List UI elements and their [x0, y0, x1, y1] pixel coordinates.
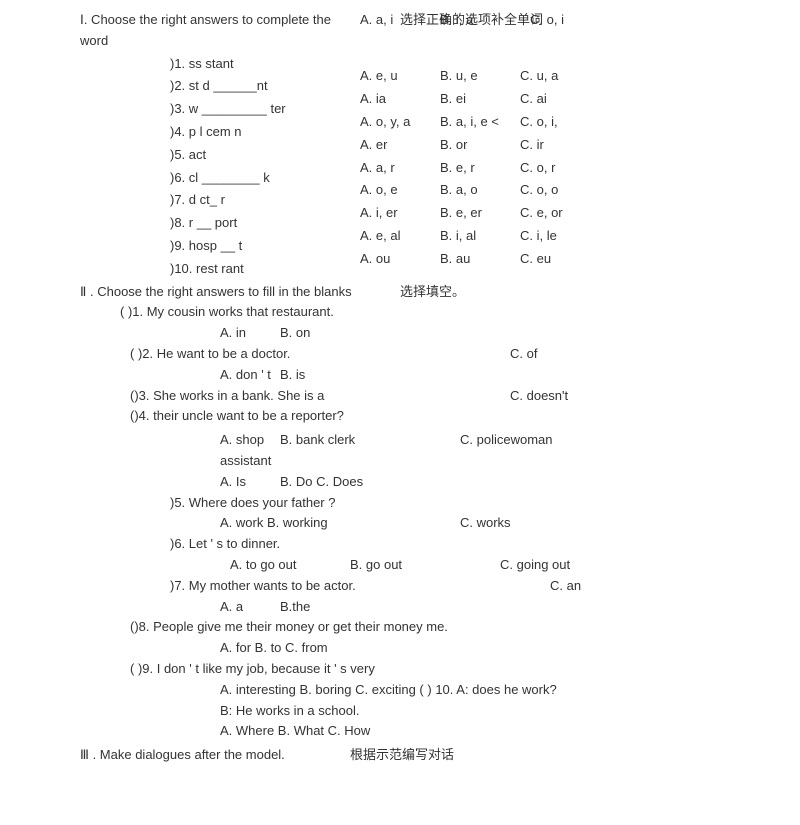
section1-q3-text: )3. w _________ ter [80, 99, 360, 120]
section1-q9-opt-1: B. i, al [440, 226, 520, 247]
section1-q8-opt-0: A. i, er [360, 203, 440, 224]
section1-q3-opts: A. iaB. eiC. ai [360, 89, 600, 110]
q7-b: B.the [280, 597, 460, 618]
q1-c: C. of [510, 344, 537, 365]
section1-q3-opt-2: C. ai [520, 89, 600, 110]
section1-q5-opts: A. erB. orC. ir [360, 135, 600, 156]
section1-q6-text: )6. cl ________ k [80, 168, 360, 189]
section1-q9-opts: A. e, alB. i, alC. i, le [360, 226, 600, 247]
section1-q8-opt-2: C. e, or [520, 203, 600, 224]
section1-q1-text: )1. ss stant [80, 54, 360, 75]
q10-b: B: He works in a school. [80, 701, 720, 722]
q4: ()4. their uncle want to be a reporter? [80, 406, 720, 427]
section1-q4-opts: A. o, y, aB. a, i, e <C. o, i, [360, 112, 600, 133]
section1-q7-opt-2: C. o, o [520, 180, 600, 201]
section1-q2-opts: A. e, uB. u, eC. u, a [360, 66, 600, 87]
q7: )7. My mother wants to be actor. [80, 576, 550, 597]
section1-q9-opt-2: C. i, le [520, 226, 600, 247]
section1-q2-opt-2: C. u, a [520, 66, 600, 87]
q9-a: A. interesting B. boring C. exciting ( )… [80, 680, 720, 701]
section2-subtitle: 选择填空。 [400, 282, 465, 303]
section1-q4-opt-2: C. o, i, [520, 112, 600, 133]
q4-b2: B. Do C. Does [280, 472, 460, 493]
q2-c: C. doesn't [510, 386, 568, 407]
section1-q9-opt-0: A. e, al [360, 226, 440, 247]
section1-q6-opt-2: C. o, r [520, 158, 600, 179]
q8: ()8. People give me their money or get t… [80, 617, 720, 638]
section1-q6-opt-0: A. a, r [360, 158, 440, 179]
q6-a: A. to go out [80, 555, 350, 576]
section2-header: Ⅱ . Choose the right answers to fill in … [80, 282, 720, 303]
q10-a: A. Where B. What C. How [80, 721, 720, 742]
q5: )5. Where does your father ? [80, 493, 720, 514]
section1-q2-text: )2. st d ______nt [80, 76, 360, 97]
q9: ( )9. I don ' t like my job, because it … [80, 659, 720, 680]
section1-q8-opts: A. i, erB. e, erC. e, or [360, 203, 600, 224]
section1-q8-opt-1: B. e, er [440, 203, 520, 224]
q7-a: A. a [80, 597, 280, 618]
q8-a: A. for B. to C. from [80, 638, 720, 659]
section1-header: Ⅰ. Choose the right answers to complete … [80, 10, 720, 52]
q4-b: B. bank clerk [280, 430, 420, 472]
s1-h-overlay: 选择正确的选项补全单词 [400, 10, 543, 31]
section1-q10-opts: A. ouB. auC. eu [360, 249, 600, 270]
section1-q9-text: )9. hosp __ t [80, 236, 360, 257]
q1-a: A. in [80, 323, 280, 344]
section1-q8-text: )8. r __ port [80, 213, 360, 234]
q6-b: B. go out [350, 555, 460, 576]
section1-q5-opt-1: B. or [440, 135, 520, 156]
q1-b: B. on [280, 323, 460, 344]
section1-q10-opt-0: A. ou [360, 249, 440, 270]
section1-q5-opt-2: C. ir [520, 135, 600, 156]
section1-q2-opt-0: A. e, u [360, 66, 440, 87]
section1-q3-opt-1: B. ei [440, 89, 520, 110]
section1-q5-opt-0: A. er [360, 135, 440, 156]
section3-title: Ⅲ . Make dialogues after the model. [80, 745, 350, 766]
section1-q10-text: )10. rest rant [80, 259, 360, 280]
section3-subtitle: 根据示范编写对话 [350, 745, 454, 766]
section1-q5-text: )5. act [80, 145, 360, 166]
section1-title: Ⅰ. Choose the right answers to complete … [80, 10, 360, 52]
q2: ( )2. He want to be a doctor. [80, 344, 510, 365]
q5-a: A. work B. working [80, 513, 460, 534]
section1-q10: )10. rest rantA. ouB. auC. eu [80, 259, 720, 280]
q2-a: A. don ' t [80, 365, 280, 386]
q4-a: A. shop assistant [80, 430, 280, 472]
section1-q4-opt-1: B. a, i, e < [440, 112, 520, 133]
q1: ( )1. My cousin works that restaurant. [80, 302, 720, 323]
section1-q10-opt-2: C. eu [520, 249, 600, 270]
q3: ()3. She works in a bank. She is a [80, 386, 510, 407]
section3-header: Ⅲ . Make dialogues after the model. 根据示范… [80, 745, 720, 766]
q4-a2: A. Is [80, 472, 280, 493]
q6-c: C. going out [460, 555, 640, 576]
section1-q7-opt-1: B. a, o [440, 180, 520, 201]
q4-c: C. policewoman [420, 430, 600, 472]
section1-q3-opt-0: A. ia [360, 89, 440, 110]
q2-b: B. is [280, 365, 460, 386]
q5-c: C. works [460, 513, 511, 534]
section1-q4-text: )4. p l cem n [80, 122, 360, 143]
section1-q7-opt-0: A. o, e [360, 180, 440, 201]
section1-q7-text: )7. d ct_ r [80, 190, 360, 211]
section1-q2-opt-1: B. u, e [440, 66, 520, 87]
section2-title: Ⅱ . Choose the right answers to fill in … [80, 282, 400, 303]
section1-q6-opts: A. a, rB. e, rC. o, r [360, 158, 600, 179]
section1-q7-opts: A. o, eB. a, oC. o, o [360, 180, 600, 201]
section1-q10-opt-1: B. au [440, 249, 520, 270]
section1-q6-opt-1: B. e, r [440, 158, 520, 179]
q7-c: C. an [550, 576, 581, 597]
q6: )6. Let ' s to dinner. [80, 534, 720, 555]
section1-q4-opt-0: A. o, y, a [360, 112, 440, 133]
